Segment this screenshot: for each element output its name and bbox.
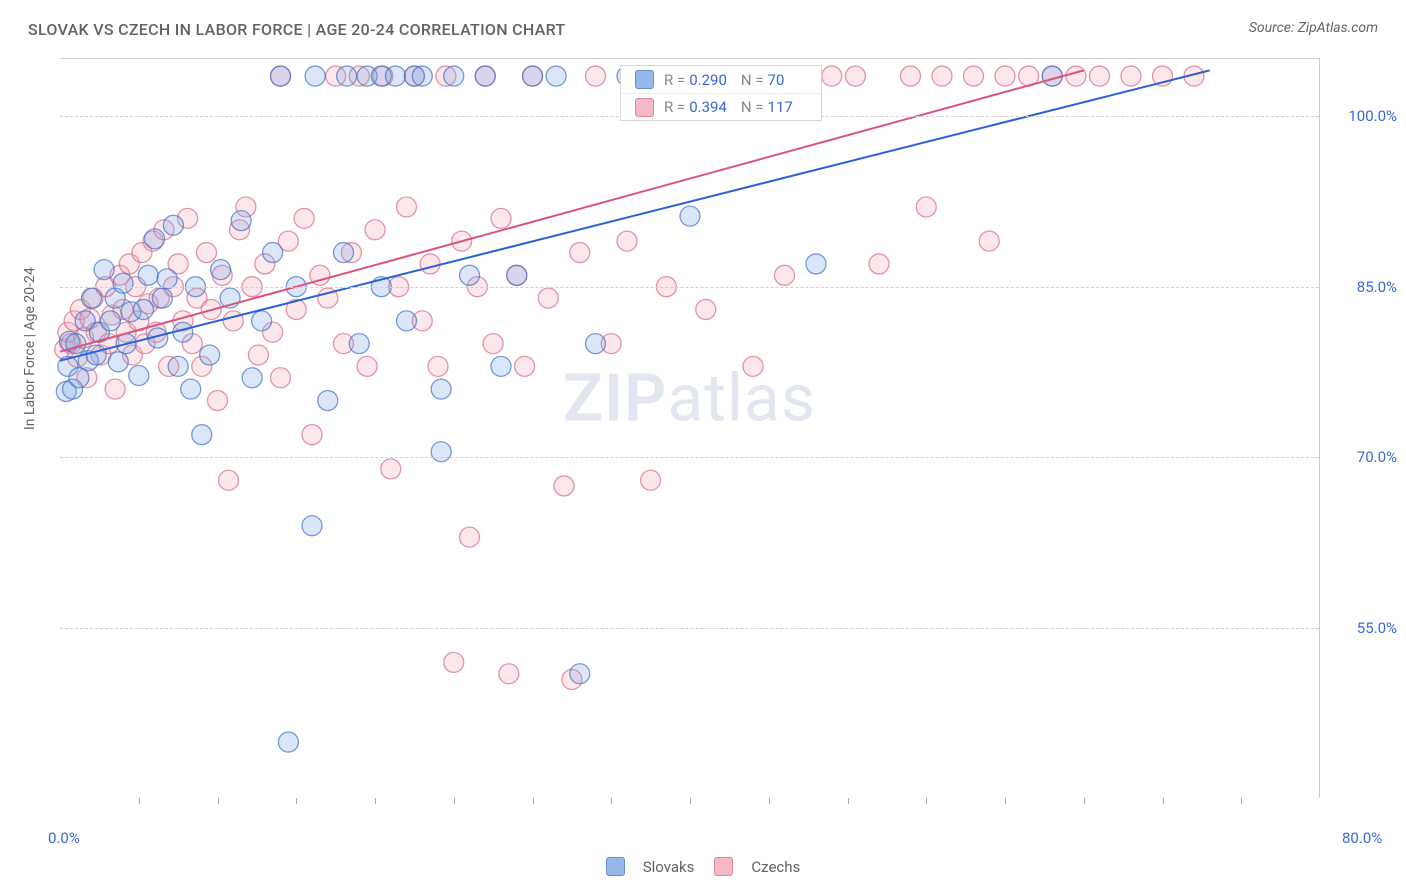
x-tick-label: 0.0% <box>48 829 80 847</box>
chart-plot-area: R = 0.290 N = 70 R = 0.394 N = 117 ZIPat… <box>60 58 1320 798</box>
legend-row-czechs: R = 0.394 N = 117 <box>621 93 821 120</box>
swatch-slovaks <box>635 70 654 89</box>
chart-title: SLOVAK VS CZECH IN LABOR FORCE | AGE 20-… <box>28 20 565 39</box>
y-axis-label: In Labor Force | Age 20-24 <box>22 267 38 430</box>
y-tick-label: 85.0% <box>1357 278 1397 296</box>
swatch-slovaks-icon <box>606 857 625 876</box>
legend-item-slovaks: Slovaks <box>606 857 695 876</box>
correlation-legend: R = 0.290 N = 70 R = 0.394 N = 117 <box>620 65 822 121</box>
swatch-czechs <box>635 98 654 117</box>
y-tick-label: 55.0% <box>1357 619 1397 637</box>
swatch-czechs-icon <box>714 857 733 876</box>
series-legend: Slovaks Czechs <box>0 857 1406 876</box>
y-tick-label: 100.0% <box>1348 107 1397 125</box>
x-tick-label: 80.0% <box>1342 829 1382 847</box>
scatter-plot-svg <box>60 59 1319 798</box>
legend-row-slovaks: R = 0.290 N = 70 <box>621 66 821 93</box>
chart-source: Source: ZipAtlas.com <box>1249 20 1378 36</box>
legend-item-czechs: Czechs <box>714 857 800 876</box>
y-tick-label: 70.0% <box>1357 448 1397 466</box>
